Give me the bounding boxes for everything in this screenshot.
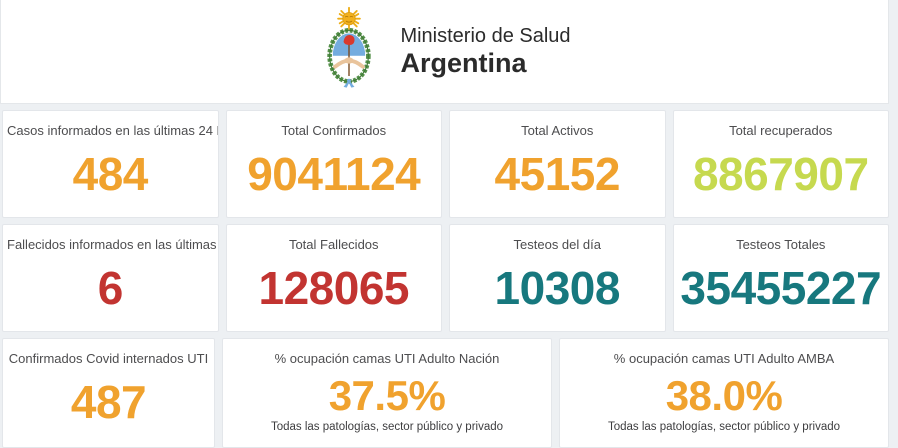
card-value: 10308	[494, 262, 621, 314]
stats-row-1: Casos informados en las últimas 24 Hs 48…	[2, 110, 889, 218]
card-title: % ocupación camas UTI Adulto AMBA	[613, 351, 835, 366]
card-title: Casos informados en las últimas 24 Hs	[7, 123, 219, 138]
card-total-recuperados: Total recuperados 8867907	[672, 110, 889, 218]
card-subtitle: Todas las patologías, sector público y p…	[607, 421, 841, 433]
card-fallecidos-24hs: Fallecidos informados en las últimas ...…	[2, 224, 219, 332]
card-title: Testeos del día	[513, 237, 601, 252]
card-value: 9041124	[247, 148, 421, 200]
card-title: Total recuperados	[729, 123, 833, 138]
card-testeos-totales: Testeos Totales 35455227	[672, 224, 889, 332]
ministry-title: Ministerio de Salud	[400, 24, 571, 47]
card-value: 484	[72, 148, 149, 200]
card-total-fallecidos: Total Fallecidos 128065	[225, 224, 442, 332]
card-uti-internados: Confirmados Covid internados UTI 487	[2, 338, 215, 448]
card-value: 6	[97, 262, 124, 314]
card-value: 35455227	[680, 262, 882, 314]
card-total-confirmados: Total Confirmados 9041124	[225, 110, 442, 218]
card-value: 45152	[494, 148, 621, 200]
stats-row-3: Confirmados Covid internados UTI 487 % o…	[2, 338, 889, 448]
card-value: 8867907	[692, 148, 869, 200]
card-testeos-dia: Testeos del día 10308	[449, 224, 666, 332]
card-uti-nacion: % ocupación camas UTI Adulto Nación 37.5…	[222, 338, 552, 448]
header-bar: Ministerio de Salud Argentina	[0, 0, 889, 104]
card-value: 487	[70, 376, 147, 428]
country-title: Argentina	[400, 47, 527, 78]
card-value: 128065	[258, 262, 410, 314]
stats-row-2: Fallecidos informados en las últimas ...…	[2, 224, 889, 332]
card-uti-amba: % ocupación camas UTI Adulto AMBA 38.0% …	[559, 338, 889, 448]
card-title: Total Fallecidos	[288, 237, 379, 252]
card-value: 38.0%	[665, 372, 783, 419]
card-title: Total Activos	[521, 123, 594, 138]
card-title: Fallecidos informados en las últimas ...	[7, 237, 219, 252]
card-title: Confirmados Covid internados UTI	[8, 351, 209, 366]
card-title: % ocupación camas UTI Adulto Nación	[274, 351, 500, 366]
card-value: 37.5%	[328, 372, 446, 419]
card-title: Total Confirmados	[281, 123, 387, 138]
argentina-coat-of-arms-icon	[327, 6, 372, 88]
card-subtitle: Todas las patologías, sector público y p…	[270, 421, 504, 433]
card-title: Testeos Totales	[736, 237, 826, 252]
card-total-activos: Total Activos 45152	[449, 110, 666, 218]
card-casos-24hs: Casos informados en las últimas 24 Hs 48…	[2, 110, 219, 218]
